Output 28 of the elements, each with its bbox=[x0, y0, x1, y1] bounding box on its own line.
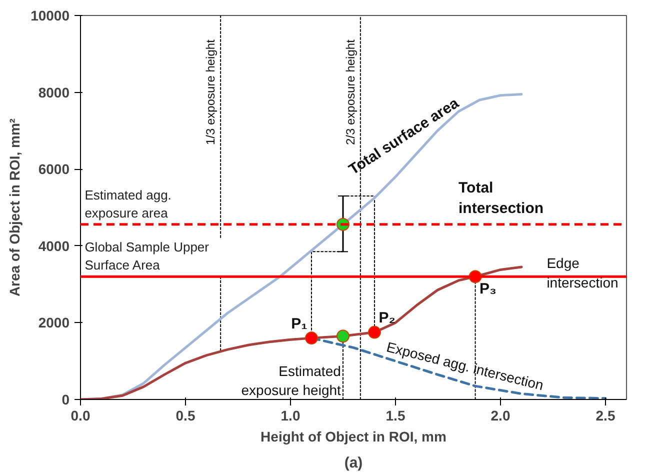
x-tick-label: 2.0 bbox=[490, 408, 510, 424]
point bbox=[336, 330, 350, 343]
x-tick-label: 0.5 bbox=[176, 408, 196, 424]
y-tick-label: 6000 bbox=[38, 161, 70, 178]
x-tick-label: 0.0 bbox=[70, 408, 90, 424]
y-tick-label: 10000 bbox=[30, 8, 70, 24]
annotation: P₁ bbox=[291, 315, 308, 332]
annotation: 1/3 exposure height bbox=[204, 38, 218, 146]
text: (a) bbox=[344, 454, 363, 472]
ref-line-label: Global Sample Upper Surface Area bbox=[84, 240, 210, 273]
y-tick-label: 4000 bbox=[38, 238, 70, 254]
point bbox=[368, 326, 381, 339]
y-tick-label: 2000 bbox=[38, 314, 70, 331]
annotation: P₃ bbox=[480, 280, 497, 298]
x-axis-title: Height of Object in ROI, mm bbox=[260, 428, 446, 444]
annotation: Edge intersection bbox=[546, 255, 618, 290]
annotation: Total intersection bbox=[458, 180, 544, 218]
ref-line-label: Estimated agg. exposure area bbox=[84, 187, 172, 220]
x-tick-label: 1.5 bbox=[386, 408, 406, 424]
x-tick-label: 1.0 bbox=[280, 408, 300, 424]
y-axis-title: Area of Object in ROI, mm² bbox=[6, 118, 23, 297]
y-tick-label: 8000 bbox=[38, 84, 70, 100]
x-tick-label: 2.5 bbox=[596, 408, 616, 424]
annotation: P₂ bbox=[378, 310, 396, 327]
annotation: Estimated exposure height bbox=[241, 363, 342, 398]
annotation: 2/3 exposure height bbox=[343, 38, 358, 146]
y-tick-label: 0 bbox=[62, 392, 70, 408]
point bbox=[305, 332, 318, 345]
